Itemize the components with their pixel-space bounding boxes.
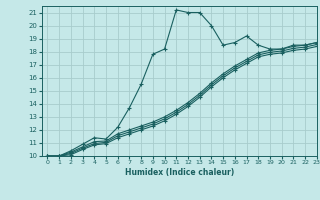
X-axis label: Humidex (Indice chaleur): Humidex (Indice chaleur) bbox=[124, 168, 234, 177]
